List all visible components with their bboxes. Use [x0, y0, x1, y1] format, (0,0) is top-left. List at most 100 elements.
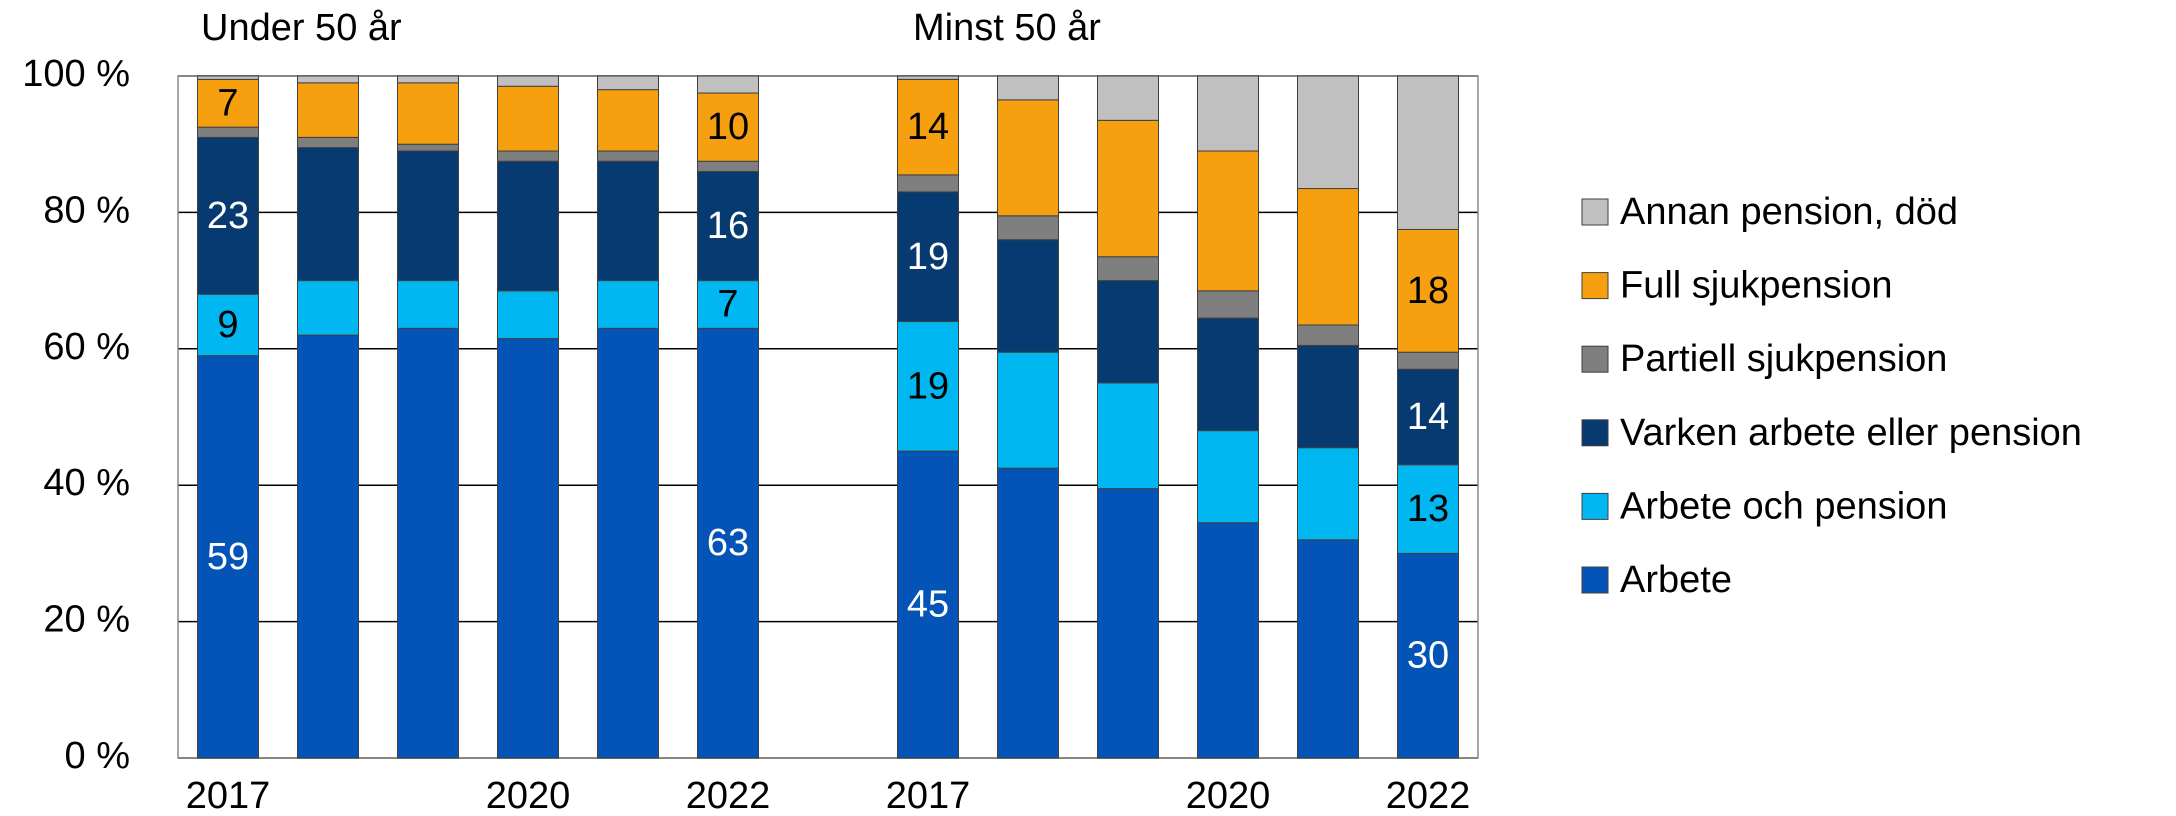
data-label: 18 — [1407, 270, 1449, 312]
legend-label: Arbete och pension — [1620, 485, 1947, 527]
data-label: 10 — [707, 106, 749, 148]
data-label: 23 — [207, 195, 249, 237]
bar-segment — [197, 75, 259, 80]
bar-segment — [497, 290, 559, 340]
x-tick-label: 2017 — [886, 775, 971, 816]
y-tick-label: 100 % — [22, 53, 130, 95]
bar-segment — [1097, 488, 1159, 759]
bar-segment — [597, 327, 659, 759]
bar-segment — [1397, 75, 1459, 230]
x-tick-label: 2020 — [1186, 775, 1271, 816]
bar-segment — [397, 150, 459, 282]
group-label: Minst 50 år — [913, 7, 1101, 49]
data-label: 63 — [707, 522, 749, 564]
bar-segment — [997, 75, 1059, 101]
bar-segment — [997, 351, 1059, 469]
data-label: 19 — [907, 365, 949, 407]
data-label: 7 — [717, 284, 738, 326]
legend-swatch — [1581, 198, 1609, 226]
data-label: 14 — [907, 106, 949, 148]
bar-segment — [397, 280, 459, 329]
bar-segment — [997, 467, 1059, 759]
bar-segment — [1397, 228, 1459, 353]
legend-swatch — [1581, 272, 1609, 300]
bar-segment — [297, 280, 359, 336]
bar-segment — [1197, 317, 1259, 432]
bar-segment — [1197, 150, 1259, 292]
y-tick-label: 80 % — [43, 189, 130, 231]
legend-swatch — [1581, 492, 1609, 520]
bar-segment — [1097, 119, 1159, 258]
group-label: Under 50 år — [201, 7, 402, 49]
bar-segment — [697, 75, 759, 94]
bar-segment — [697, 280, 759, 329]
bar-segment — [197, 355, 259, 759]
data-label: 14 — [1407, 396, 1449, 438]
legend-label: Annan pension, död — [1620, 191, 1958, 233]
legend-swatch — [1581, 419, 1609, 447]
bar-segment — [1297, 75, 1359, 190]
bar-segment — [1297, 344, 1359, 449]
bar-segment — [897, 174, 959, 193]
bar-segment — [997, 239, 1059, 353]
bar-segment — [1297, 324, 1359, 346]
bar-segment — [1397, 552, 1459, 759]
data-label: 59 — [207, 536, 249, 578]
bar-segment — [197, 293, 259, 357]
bar-segment — [597, 150, 659, 162]
bar-segment — [1297, 188, 1359, 326]
bar-segment — [197, 126, 259, 138]
bar-segment — [1397, 351, 1459, 370]
bar-segment — [1197, 75, 1259, 152]
bar-segment — [697, 160, 759, 172]
y-tick-label: 60 % — [43, 326, 130, 368]
bar-segment — [397, 75, 459, 84]
legend-label: Varken arbete eller pension — [1620, 412, 2082, 454]
bar-segment — [697, 170, 759, 282]
bar-segment — [597, 75, 659, 91]
plot-frame — [177, 75, 1479, 759]
bar-segment — [297, 75, 359, 84]
bar-segment — [997, 215, 1059, 241]
bar-segment — [597, 280, 659, 329]
bar-segment — [1297, 447, 1359, 541]
bar-segment — [597, 89, 659, 152]
bar-segment — [1097, 256, 1159, 282]
y-tick-label: 40 % — [43, 462, 130, 504]
bar-segment — [397, 143, 459, 152]
x-tick-label: 2020 — [486, 775, 571, 816]
data-label: 16 — [707, 205, 749, 247]
legend-swatch — [1581, 566, 1609, 594]
bar-segment — [297, 82, 359, 138]
bar-segment — [897, 191, 959, 323]
bar-segment — [597, 160, 659, 282]
data-label: 19 — [907, 236, 949, 278]
bar-segment — [497, 150, 559, 162]
bar-segment — [1397, 464, 1459, 554]
bar-segment — [497, 85, 559, 152]
data-label: 30 — [1407, 635, 1449, 677]
bar-segment — [1097, 280, 1159, 384]
bar-segment — [497, 338, 559, 759]
bar-segment — [1297, 539, 1359, 759]
bar-segment — [697, 92, 759, 162]
legend-swatch — [1581, 345, 1609, 373]
x-tick-label: 2022 — [1386, 775, 1471, 816]
bar-segment — [1097, 75, 1159, 121]
y-tick-label: 20 % — [43, 599, 130, 641]
legend-label: Full sjukpension — [1620, 265, 1892, 307]
bar-segment — [397, 327, 459, 759]
data-label: 7 — [217, 82, 238, 124]
data-label: 9 — [217, 304, 238, 346]
bar-segment — [697, 327, 759, 759]
bar-segment — [297, 147, 359, 282]
bar-segment — [297, 334, 359, 759]
bar-segment — [497, 75, 559, 87]
bar-segment — [197, 136, 259, 295]
bar-segment — [897, 450, 959, 759]
y-tick-label: 0 % — [65, 735, 130, 777]
bar-segment — [1197, 430, 1259, 524]
bar-segment — [497, 160, 559, 292]
x-tick-label: 2022 — [686, 775, 771, 816]
